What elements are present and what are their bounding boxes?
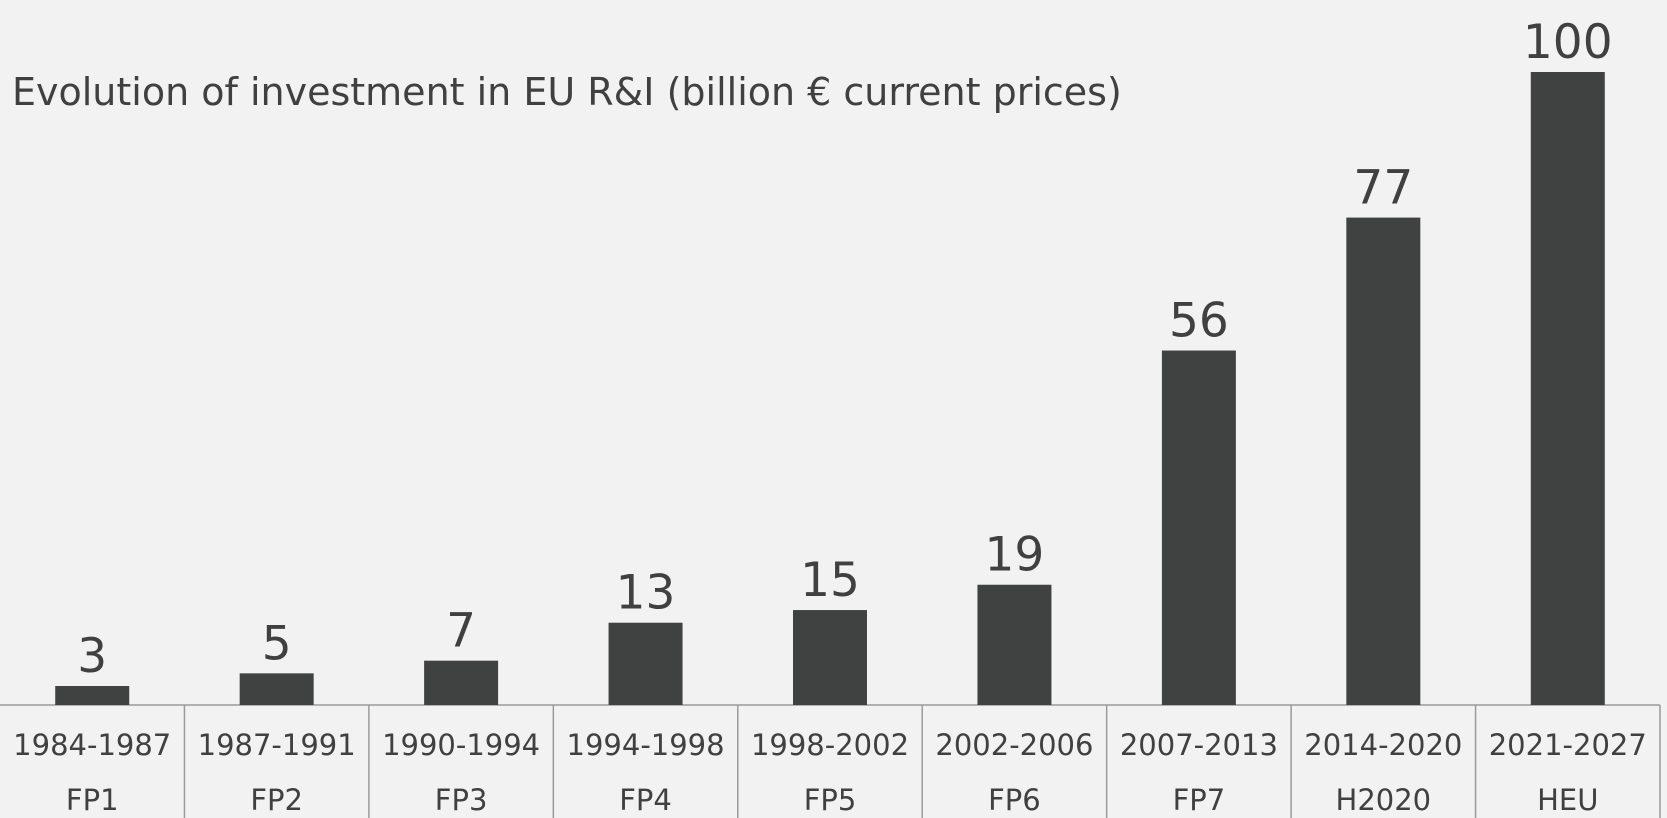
data-label: 3 bbox=[77, 629, 107, 684]
bar-fp1 bbox=[55, 686, 130, 705]
bar-fp6 bbox=[977, 584, 1052, 705]
bar-fp5 bbox=[793, 610, 867, 705]
data-label: 13 bbox=[616, 566, 676, 621]
programme-label: FP3 bbox=[435, 783, 488, 817]
bar-fp7 bbox=[1161, 350, 1236, 705]
category-label: 2002-2006 bbox=[935, 728, 1093, 762]
programme-label: FP5 bbox=[804, 783, 857, 817]
programme-label: H2020 bbox=[1336, 783, 1432, 817]
data-label: 7 bbox=[446, 604, 476, 659]
programme-label: FP1 bbox=[66, 783, 119, 817]
programme-label: FP7 bbox=[1173, 783, 1226, 817]
data-label: 19 bbox=[985, 528, 1045, 583]
bar-fp2 bbox=[239, 673, 314, 705]
data-label: 56 bbox=[1169, 294, 1229, 349]
programme-label: FP2 bbox=[250, 783, 303, 817]
category-label: 2021-2027 bbox=[1489, 728, 1647, 762]
category-label: 1990-1994 bbox=[382, 728, 540, 762]
category-label: 1998-2002 bbox=[751, 728, 909, 762]
category-label: 1994-1998 bbox=[567, 728, 725, 762]
bar-fp4 bbox=[608, 622, 683, 705]
data-label: 5 bbox=[262, 616, 292, 671]
bar-heu bbox=[1530, 72, 1605, 705]
chart-title: Evolution of investment in EU R&I (billi… bbox=[12, 70, 1122, 114]
bar-fp3 bbox=[424, 660, 499, 705]
category-label: 2007-2013 bbox=[1120, 728, 1278, 762]
data-label: 15 bbox=[800, 553, 860, 608]
category-label: 1984-1987 bbox=[13, 728, 171, 762]
programme-label: FP4 bbox=[619, 783, 672, 817]
category-label: 1987-1991 bbox=[198, 728, 356, 762]
data-label: 100 bbox=[1523, 15, 1613, 70]
programme-label: HEU bbox=[1537, 783, 1598, 817]
programme-label: FP6 bbox=[988, 783, 1041, 817]
bar-h2020 bbox=[1346, 217, 1421, 705]
data-label: 77 bbox=[1353, 161, 1413, 216]
category-label: 2014-2020 bbox=[1304, 728, 1462, 762]
